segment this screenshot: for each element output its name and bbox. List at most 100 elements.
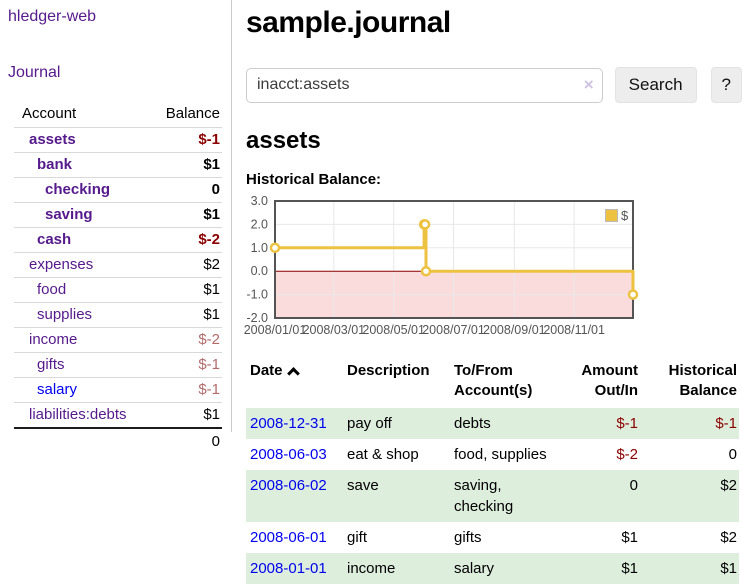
x-tick-label: 2008/05/01 <box>362 323 425 337</box>
transaction-row: 2008-01-01 income salary $1 $1 <box>246 553 739 584</box>
account-link-salary[interactable]: salary <box>37 381 78 398</box>
accounts-table: Account Balance assets $-1 bank $1 check… <box>14 102 222 454</box>
transaction-amount: $1 <box>621 529 638 546</box>
account-balance: $1 <box>147 277 222 303</box>
search-bar: × Search ? <box>246 67 742 103</box>
transaction-date-link[interactable]: 2008-12-31 <box>250 415 327 432</box>
transaction-amount: $-1 <box>616 415 638 432</box>
account-link-cash[interactable]: cash <box>37 231 72 248</box>
account-link-checking[interactable]: checking <box>45 181 111 198</box>
account-row: cash $-2 <box>14 227 222 253</box>
accounts-header-balance: Balance <box>165 105 220 122</box>
transaction-date-link[interactable]: 2008-06-01 <box>250 529 327 546</box>
historical-balance-chart[interactable]: 3.0 2.0 1.0 0.0 -1.0 -2.0 2008/01/01 2008/03/01… <box>244 194 742 341</box>
sidebar-item-journal[interactable]: Journal <box>8 64 61 81</box>
account-row: food $1 <box>14 277 222 303</box>
header-balance: Historical Balance <box>668 362 737 399</box>
page-title: sample.journal <box>246 6 451 39</box>
y-tick-label: 2.0 <box>251 217 268 231</box>
main-content: sample.journal × Search ? assets Histori… <box>244 0 742 584</box>
header-description: Description <box>347 362 430 379</box>
data-point-marker[interactable] <box>627 289 639 300</box>
account-link-saving[interactable]: saving <box>45 206 93 223</box>
header-date-label: Date <box>250 362 283 379</box>
transaction-accounts: salary <box>454 560 495 577</box>
accounts-total-row: 0 <box>14 427 222 454</box>
transaction-row: 2008-06-03 eat & shop food, supplies $-2… <box>246 439 739 470</box>
help-button[interactable]: ? <box>710 67 742 103</box>
clear-search-icon[interactable]: × <box>583 74 594 94</box>
account-link-assets[interactable]: assets <box>29 131 76 148</box>
account-balance: $2 <box>147 252 222 278</box>
account-balance: 0 <box>147 177 222 203</box>
sidebar: hledger-web Journal Account Balance asse… <box>0 0 232 454</box>
transaction-amount: $1 <box>621 560 638 577</box>
account-row: income $-2 <box>14 327 222 353</box>
search-input[interactable] <box>246 67 603 103</box>
account-row: supplies $1 <box>14 302 222 328</box>
account-balance: $-1 <box>147 377 222 403</box>
transaction-row: 2008-06-01 gift gifts $1 $2 <box>246 522 739 553</box>
transaction-description: pay off <box>347 415 392 432</box>
transaction-date-link[interactable]: 2008-06-02 <box>250 477 327 494</box>
chart-legend: $ <box>605 208 628 223</box>
transaction-accounts: debts <box>454 415 491 432</box>
accounts-total: 0 <box>147 427 222 454</box>
account-link-gifts[interactable]: gifts <box>37 356 65 373</box>
transactions-table: Date Description To/From Account(s) Amou… <box>246 357 739 584</box>
account-link-income[interactable]: income <box>29 331 78 348</box>
account-row: assets $-1 <box>14 127 222 153</box>
account-link-bank[interactable]: bank <box>37 156 73 173</box>
sort-ascending-icon <box>286 367 300 380</box>
data-point-marker[interactable] <box>420 265 432 277</box>
accounts-header-account: Account <box>22 105 77 122</box>
header-accounts: To/From Account(s) <box>454 362 533 399</box>
x-tick-label: 2008/11/01 <box>543 323 605 337</box>
transaction-description: save <box>347 477 379 494</box>
account-row: checking 0 <box>14 177 222 203</box>
transaction-amount: 0 <box>629 477 638 494</box>
account-row: salary $-1 <box>14 377 222 403</box>
transaction-date-link[interactable]: 2008-06-03 <box>250 446 327 463</box>
x-tick-label: 2008/07/01 <box>422 323 485 337</box>
accounts-header-row: Account Balance <box>14 102 222 128</box>
legend-label: $ <box>621 208 629 223</box>
account-row: expenses $2 <box>14 252 222 278</box>
data-point-marker[interactable] <box>419 219 431 230</box>
y-tick-label: 0.0 <box>251 264 268 278</box>
account-row: bank $1 <box>14 152 222 178</box>
transaction-balance: 0 <box>728 446 737 463</box>
balance-chart-svg: 3.0 2.0 1.0 0.0 -1.0 -2.02008/01/012008/03/01… <box>244 194 639 337</box>
x-tick-label: 2008/03/01 <box>303 323 366 337</box>
app-title-link[interactable]: hledger-web <box>8 8 97 25</box>
account-balance: $1 <box>147 402 222 428</box>
chart-label: Historical Balance: <box>246 171 382 188</box>
transactions-header-row: Date Description To/From Account(s) Amou… <box>246 357 739 408</box>
data-point-marker[interactable] <box>269 242 281 254</box>
account-link-supplies[interactable]: supplies <box>37 306 93 323</box>
legend-swatch-icon <box>605 209 618 222</box>
app-title: hledger-web <box>8 8 221 26</box>
header-date[interactable]: Date <box>246 357 343 408</box>
x-tick-label: 2008/01/01 <box>244 323 307 337</box>
y-tick-label: -2.0 <box>246 311 268 325</box>
transaction-date-link[interactable]: 2008-01-01 <box>250 560 327 577</box>
transaction-balance: $-1 <box>715 415 737 432</box>
account-section-title: assets <box>246 127 321 154</box>
x-tick-label: 2008/09/01 <box>483 323 546 337</box>
y-tick-label: 3.0 <box>251 194 268 208</box>
account-link-food[interactable]: food <box>37 281 67 298</box>
account-row: gifts $-1 <box>14 352 222 378</box>
search-button[interactable]: Search <box>614 67 697 103</box>
header-amount: Amount Out/In <box>581 362 638 399</box>
account-balance: $1 <box>147 302 222 328</box>
account-row: liabilities:debts $1 <box>14 402 222 428</box>
account-balance: $1 <box>147 202 222 228</box>
account-link-liabilities-debts[interactable]: liabilities:debts <box>29 406 127 423</box>
account-balance: $-1 <box>147 127 222 153</box>
transaction-balance: $2 <box>720 477 737 494</box>
plot-border <box>274 200 634 319</box>
account-link-expenses[interactable]: expenses <box>29 256 94 273</box>
transaction-description: gift <box>347 529 368 546</box>
transaction-description: eat & shop <box>347 446 419 463</box>
